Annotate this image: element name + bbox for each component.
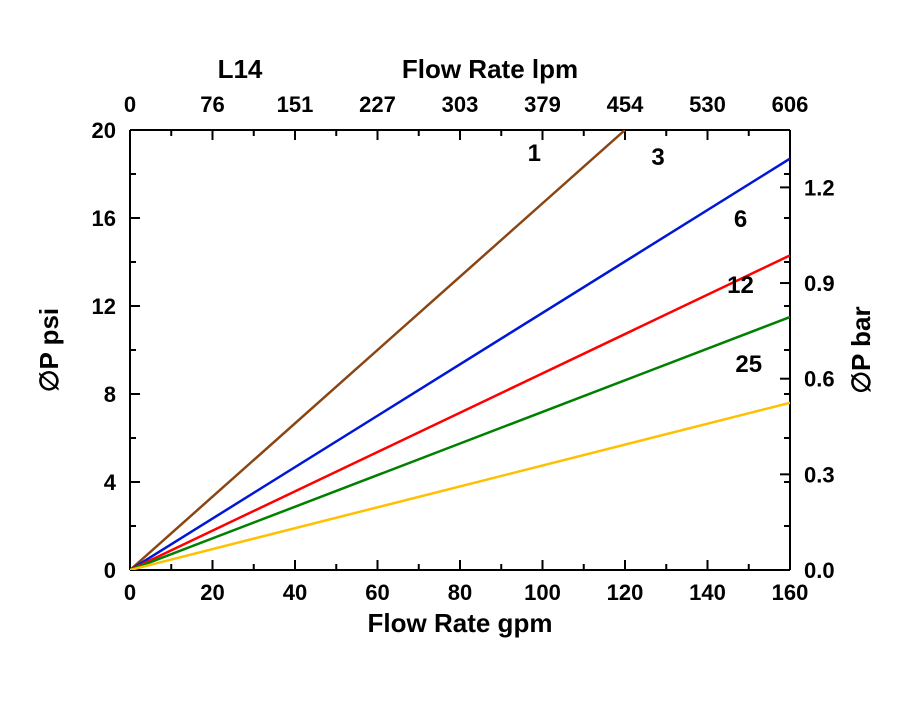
chart-svg: 020406080100120140160Flow Rate gpm076151… (0, 0, 908, 702)
x-bottom-tick-label: 80 (448, 580, 472, 605)
l14-label: L14 (218, 54, 263, 84)
series-label-3: 3 (651, 144, 664, 171)
x-top-title: Flow Rate lpm (402, 54, 578, 84)
flow-pressure-chart: 020406080100120140160Flow Rate gpm076151… (0, 0, 908, 702)
y-left-tick-label: 4 (104, 470, 117, 495)
x-top-tick-label: 606 (772, 92, 809, 117)
x-top-tick-label: 0 (124, 92, 136, 117)
x-bottom-tick-label: 40 (283, 580, 307, 605)
y-right-tick-label: 1.2 (804, 175, 835, 200)
x-bottom-tick-label: 120 (607, 580, 644, 605)
y-right-tick-label: 0.9 (804, 271, 835, 296)
y-right-tick-label: 0.0 (804, 558, 835, 583)
x-bottom-tick-label: 160 (772, 580, 809, 605)
x-top-tick-label: 303 (442, 92, 479, 117)
y-left-tick-label: 16 (92, 206, 116, 231)
x-bottom-tick-label: 140 (689, 580, 726, 605)
x-top-tick-label: 227 (359, 92, 396, 117)
y-left-tick-label: 12 (92, 294, 116, 319)
x-bottom-tick-label: 60 (365, 580, 389, 605)
x-bottom-tick-label: 20 (200, 580, 224, 605)
series-label-6: 6 (734, 206, 747, 233)
x-top-tick-label: 530 (689, 92, 726, 117)
x-top-tick-label: 76 (200, 92, 224, 117)
x-bottom-tick-label: 100 (524, 580, 561, 605)
y-left-tick-label: 0 (104, 558, 116, 583)
x-top-tick-label: 151 (277, 92, 314, 117)
y-right-tick-label: 0.6 (804, 367, 835, 392)
x-bottom-title: Flow Rate gpm (368, 608, 553, 638)
y-right-tick-label: 0.3 (804, 462, 835, 487)
x-top-tick-label: 379 (524, 92, 561, 117)
y-left-tick-label: 8 (104, 382, 116, 407)
y-right-title: ∅P bar (846, 306, 876, 393)
series-label-12: 12 (727, 272, 754, 299)
y-left-title: ∅P psi (34, 308, 64, 392)
series-label-1: 1 (528, 140, 541, 167)
series-label-25: 25 (735, 351, 762, 378)
y-left-tick-label: 20 (92, 118, 116, 143)
x-top-tick-label: 454 (607, 92, 644, 117)
x-bottom-tick-label: 0 (124, 580, 136, 605)
